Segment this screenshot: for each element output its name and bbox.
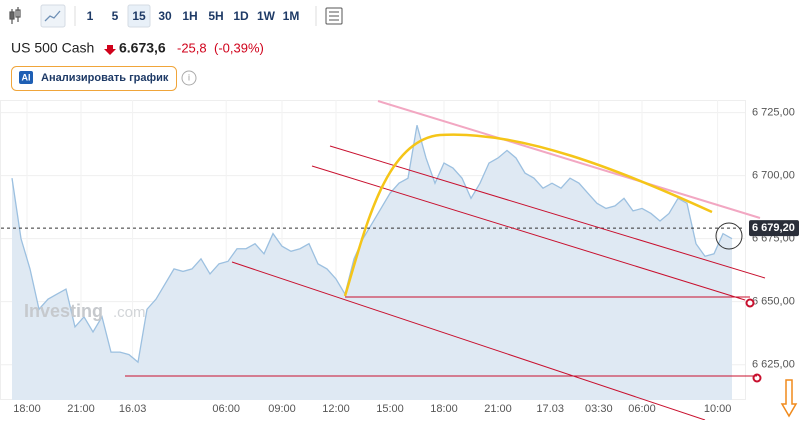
interval-button[interactable]: 1 bbox=[87, 9, 94, 23]
ai-badge: AI bbox=[22, 72, 31, 82]
x-tick-label: 10:00 bbox=[704, 403, 732, 415]
x-tick-label: 18:00 bbox=[13, 403, 41, 415]
candle-icon[interactable] bbox=[9, 7, 21, 24]
ai-badge-bg bbox=[19, 71, 33, 84]
x-tick-label: 15:00 bbox=[376, 403, 404, 415]
interval-button[interactable]: 1W bbox=[257, 9, 276, 23]
circle-mark bbox=[715, 222, 743, 250]
yellow-curve bbox=[343, 133, 713, 297]
last-price-label: 6 679,20 bbox=[752, 222, 795, 234]
interval-button[interactable]: 1M bbox=[283, 9, 300, 23]
x-tick-label: 06:00 bbox=[628, 403, 656, 415]
y-tick-label: 6 650,00 bbox=[752, 296, 795, 308]
area-icon[interactable] bbox=[40, 4, 66, 28]
watermark-suffix: .com bbox=[113, 304, 146, 321]
area-fill bbox=[12, 125, 732, 400]
x-tick-label: 17.03 bbox=[536, 403, 564, 415]
x-tick-label: 16.03 bbox=[119, 403, 147, 415]
down-arrow bbox=[104, 45, 116, 55]
y-tick-label: 6 725,00 bbox=[752, 107, 795, 119]
last-price-box bbox=[749, 220, 799, 237]
x-tick-label: 21:00 bbox=[67, 403, 95, 415]
change: -25,8 bbox=[177, 40, 207, 55]
y-tick-label: 6 700,00 bbox=[752, 170, 795, 182]
interval-button[interactable]: 1H bbox=[182, 9, 197, 23]
interval-button[interactable]: 1D bbox=[233, 9, 249, 23]
red-channel-line bbox=[329, 145, 766, 279]
x-tick-label: 18:00 bbox=[430, 403, 458, 415]
red-channel-line bbox=[231, 261, 706, 421]
y-tick-label: 6 625,00 bbox=[752, 359, 795, 371]
interval-bar: 1 5 15 30 1H 5H 1D 1W 1M bbox=[87, 4, 300, 28]
x-tick-label: 21:00 bbox=[484, 403, 512, 415]
pink-trendline bbox=[377, 100, 761, 219]
interval-button[interactable]: 5 bbox=[112, 9, 119, 23]
interval-button[interactable]: 15 bbox=[132, 9, 146, 23]
change-pct: (-0,39%) bbox=[214, 40, 264, 55]
interval-selected[interactable] bbox=[127, 4, 151, 28]
x-tick-label: 12:00 bbox=[322, 403, 350, 415]
price-line bbox=[11, 125, 733, 364]
orange-arrow bbox=[780, 379, 798, 418]
x-tick-label: 06:00 bbox=[212, 403, 240, 415]
interval-button[interactable]: 30 bbox=[158, 9, 172, 23]
watermark: Investing bbox=[24, 301, 103, 321]
ai-label: Анализировать график bbox=[41, 72, 169, 84]
info-icon-text: i bbox=[188, 72, 190, 82]
interval-button[interactable]: 5H bbox=[208, 9, 223, 23]
red-channel-line bbox=[311, 165, 746, 301]
area-icon-line bbox=[44, 10, 61, 22]
price: 6.673,6 bbox=[119, 40, 166, 56]
chart: 6 625,006 650,006 675,006 700,006 725,00… bbox=[1, 100, 799, 415]
drawings bbox=[125, 100, 798, 421]
marker bbox=[745, 298, 755, 308]
x-tick-label: 03:30 bbox=[585, 403, 613, 415]
symbol: US 500 Cash bbox=[11, 40, 94, 56]
marker bbox=[752, 373, 762, 383]
info-icon[interactable] bbox=[181, 70, 197, 86]
x-tick-label: 09:00 bbox=[268, 403, 296, 415]
table-icon[interactable] bbox=[325, 7, 343, 25]
ai-button[interactable] bbox=[11, 66, 177, 91]
